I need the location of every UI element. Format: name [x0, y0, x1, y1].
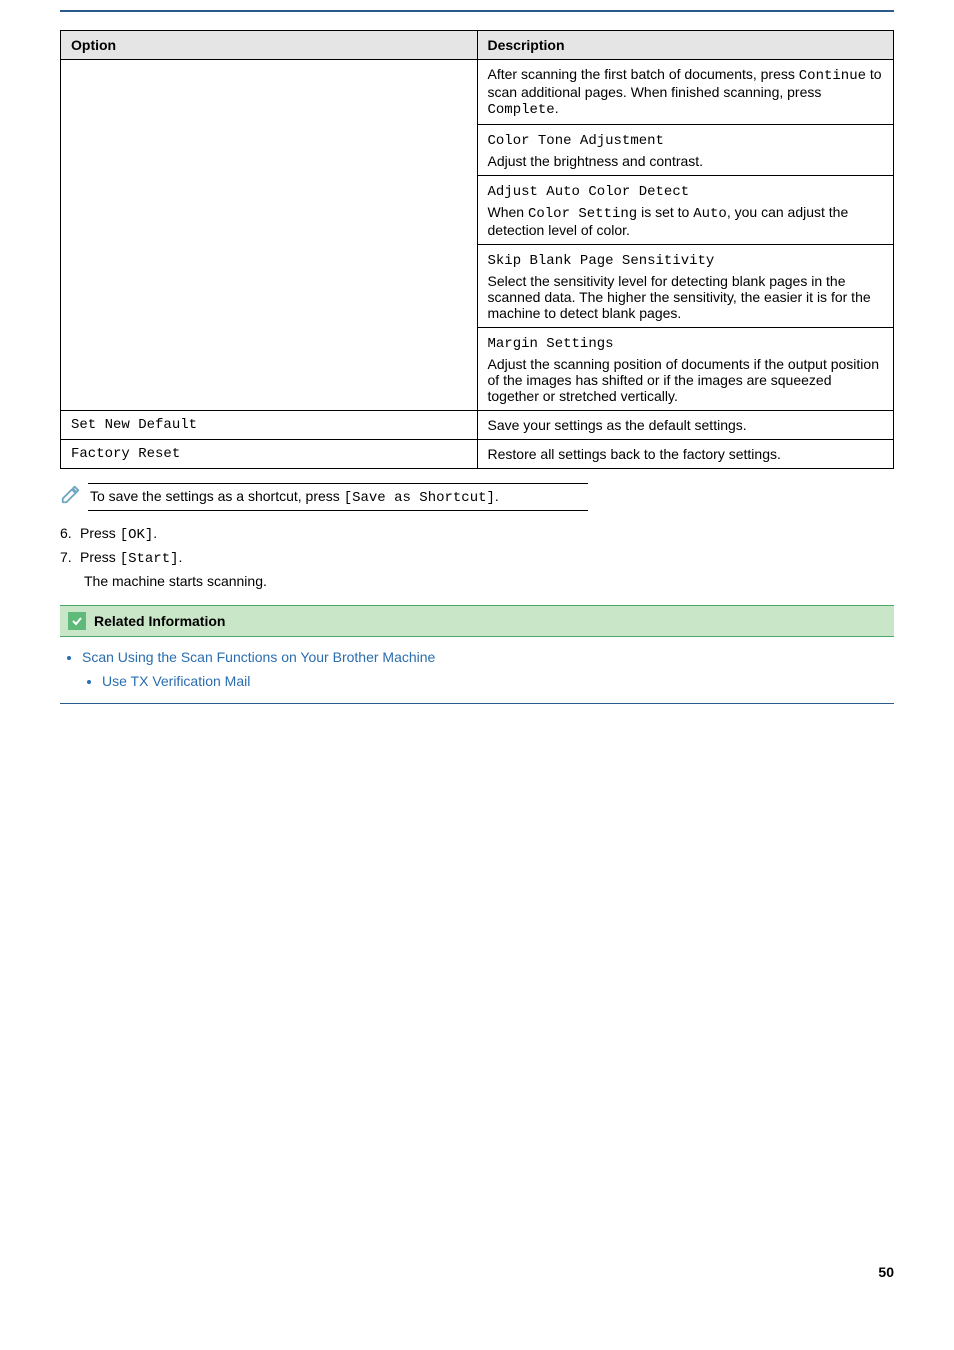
description-cell: Restore all settings back to the factory…: [477, 440, 894, 469]
description-cell: Save your settings as the default settin…: [477, 411, 894, 440]
description-cell: After scanning the first batch of docume…: [477, 60, 894, 411]
option-cell: Factory Reset: [61, 440, 478, 469]
step-item: 6.Press [OK].: [60, 525, 894, 543]
note-rule-top: [88, 483, 588, 484]
text-segment: Adjust Auto Color Detect: [488, 184, 690, 200]
bottom-rule: [60, 703, 894, 704]
option-cell: Set New Default: [61, 411, 478, 440]
note-text: To save the settings as a shortcut, pres…: [88, 488, 894, 510]
table-row: After scanning the first batch of docume…: [61, 60, 894, 411]
text-segment: Skip Blank Page Sensitivity: [488, 253, 715, 269]
text-segment: Continue: [799, 68, 866, 84]
related-info-bar: Related Information: [60, 605, 894, 637]
step-subtext: The machine starts scanning.: [84, 573, 894, 589]
step-item: 7.Press [Start].The machine starts scann…: [60, 549, 894, 589]
text-segment: Complete: [488, 102, 555, 118]
text-segment: Color Tone Adjustment: [488, 133, 664, 149]
table-row: Factory Reset Restore all settings back t…: [61, 440, 894, 469]
text-segment: When: [488, 204, 528, 220]
steps-list: 6.Press [OK]. 7.Press [Start].The machine…: [60, 525, 894, 589]
related-sublink[interactable]: Use TX Verification Mail: [102, 673, 894, 689]
text-segment: Select the sensitivity level for detecti…: [488, 273, 871, 321]
text-segment: Auto: [693, 206, 727, 222]
text-segment: is set to: [637, 204, 693, 220]
text-segment: Restore all settings back to the factory…: [488, 446, 781, 462]
header-option: Option: [61, 31, 478, 60]
page-number: 50: [60, 1264, 894, 1300]
text-segment: Color Setting: [528, 206, 637, 222]
options-table: Option Description After scanning the fi…: [60, 30, 894, 469]
table-row: Set New Default Save your settings as the…: [61, 411, 894, 440]
check-icon: [68, 612, 86, 630]
text-segment: Adjust the scanning position of document…: [488, 356, 879, 404]
header-description: Description: [477, 31, 894, 60]
text-segment: Adjust the brightness and contrast.: [488, 153, 704, 169]
related-link[interactable]: Scan Using the Scan Functions on Your Br…: [82, 649, 894, 689]
text-segment: After scanning the first batch of docume…: [488, 66, 799, 82]
text-segment: Margin Settings: [488, 336, 614, 352]
text-segment: Save your settings as the default settin…: [488, 417, 747, 433]
note: To save the settings as a shortcut, pres…: [60, 483, 894, 515]
text-segment: .: [555, 100, 559, 116]
related-title: Related Information: [94, 613, 225, 629]
top-rule: [60, 10, 894, 12]
note-rule-bottom: [88, 510, 588, 511]
table-header-row: Option Description: [61, 31, 894, 60]
pencil-icon: [60, 483, 82, 508]
related-links: Scan Using the Scan Functions on Your Br…: [82, 649, 894, 689]
option-cell: [61, 60, 478, 411]
